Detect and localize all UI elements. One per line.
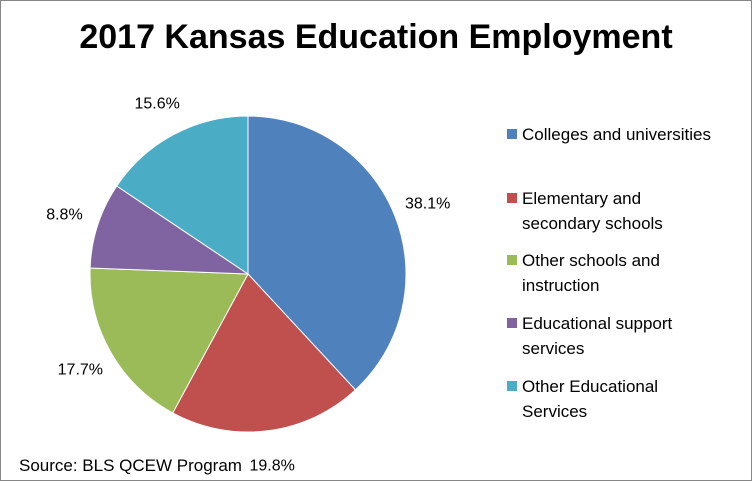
pie-slice-other-schools bbox=[89, 267, 249, 414]
legend-label-colleges: Colleges and universities bbox=[522, 125, 711, 144]
legend-swatch-other-educational bbox=[507, 381, 517, 391]
chart-title: 2017 Kansas Education Employment bbox=[79, 18, 673, 56]
data-label-elementary: 19.8% bbox=[250, 457, 295, 474]
data-label-colleges: 38.1% bbox=[405, 196, 450, 213]
legend-label-elementary: Elementary and secondary schools bbox=[522, 189, 663, 233]
legend-label-support: Educational support services bbox=[522, 314, 673, 358]
data-label-support: 8.8% bbox=[46, 206, 82, 223]
legend-swatch-elementary bbox=[507, 193, 517, 203]
legend-swatch-other-schools bbox=[507, 255, 517, 265]
data-label-other-schools: 17.7% bbox=[58, 362, 103, 379]
legend-swatch-support bbox=[507, 318, 517, 328]
source-note: Source: BLS QCEW Program bbox=[19, 456, 242, 475]
pie-slice-support bbox=[89, 185, 250, 275]
legend-swatch-colleges bbox=[507, 129, 517, 139]
data-label-other-educational: 15.6% bbox=[134, 96, 179, 113]
pie-slice-colleges bbox=[247, 115, 407, 391]
legend-label-other-schools: Other schools and instruction bbox=[522, 251, 660, 295]
legend-label-other-educational: Other Educational Services bbox=[522, 377, 659, 421]
pie-slice-elementary bbox=[172, 273, 357, 433]
pie-slice-other-educational bbox=[116, 115, 249, 275]
